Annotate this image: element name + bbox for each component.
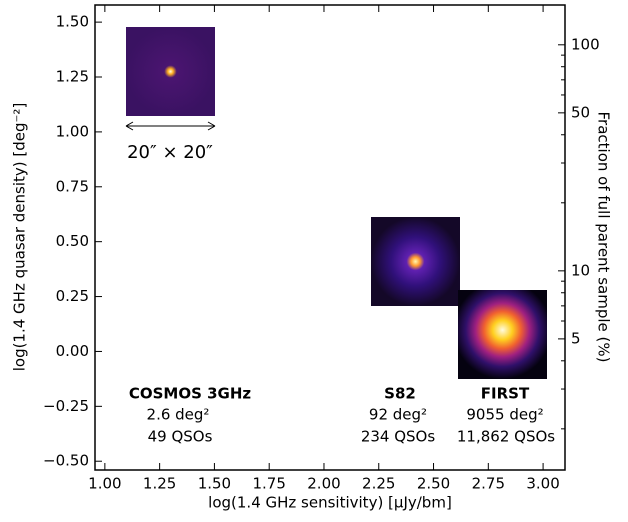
y2-tick-label: 5 xyxy=(571,329,581,347)
x-tick-label: 1.25 xyxy=(143,475,176,493)
y2-axis-label: Fraction of full parent sample (%) xyxy=(595,112,613,363)
y2-tick-label: 10 xyxy=(571,261,590,279)
y2-tick-label: 50 xyxy=(571,103,590,121)
x-tick-label: 1.50 xyxy=(198,475,231,493)
survey-area: 2.6 deg² xyxy=(147,406,210,424)
y-tick-label: 0.00 xyxy=(56,342,89,360)
survey-name: COSMOS 3GHz xyxy=(129,385,252,403)
survey-area: 92 deg² xyxy=(369,406,427,424)
y-tick-label: 1.00 xyxy=(56,122,89,140)
plot-frame xyxy=(94,4,566,471)
y-tick-label: 0.50 xyxy=(56,232,89,250)
x-tick-label: 1.00 xyxy=(88,475,121,493)
cosmos-image xyxy=(126,27,215,116)
x-tick-label: 1.75 xyxy=(252,475,285,493)
x-tick-label: 2.25 xyxy=(362,475,395,493)
y-tick-label: 0.25 xyxy=(56,287,89,305)
y-tick-label: 1.25 xyxy=(56,68,89,86)
y-tick-label: −0.25 xyxy=(43,397,89,415)
s82-image xyxy=(371,217,460,306)
x-tick-label: 3.00 xyxy=(526,475,559,493)
survey-count: 234 QSOs xyxy=(361,428,436,446)
scale-label: 20″ × 20″ xyxy=(127,142,213,163)
x-tick-label: 2.00 xyxy=(307,475,340,493)
survey-name: FIRST xyxy=(481,385,530,403)
y-tick-label: −0.50 xyxy=(43,452,89,470)
survey-count: 49 QSOs xyxy=(148,428,213,446)
y-tick-label: 1.50 xyxy=(56,13,89,31)
x-tick-label: 2.75 xyxy=(472,475,505,493)
scale-arrows xyxy=(125,121,216,131)
y-axis-label: log(1.4 GHz quasar density) [deg⁻²] xyxy=(11,103,29,372)
x-axis-label: log(1.4 GHz sensitivity) [μJy/bm] xyxy=(208,494,452,512)
first-image xyxy=(458,290,547,379)
x-tick-label: 2.50 xyxy=(417,475,450,493)
y2-tick-label: 100 xyxy=(571,35,600,53)
survey-name: S82 xyxy=(384,385,416,403)
survey-count: 11,862 QSOs xyxy=(457,428,555,446)
survey-area: 9055 deg² xyxy=(466,406,543,424)
y-tick-label: 0.75 xyxy=(56,177,89,195)
